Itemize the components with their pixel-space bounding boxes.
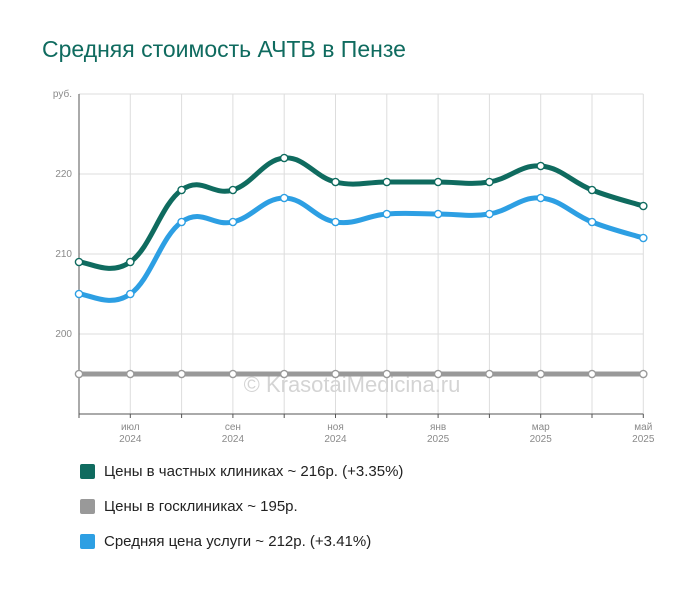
chart-legend: Цены в частных клиниках ~ 216р. (+3.35%)…	[80, 462, 403, 567]
data-point	[587, 185, 597, 195]
data-point	[74, 369, 84, 379]
data-point	[485, 177, 494, 187]
y-tick-label: 220	[55, 169, 72, 180]
data-point	[331, 177, 340, 187]
data-point	[279, 193, 289, 203]
legend-swatch	[80, 533, 95, 549]
legend-swatch	[80, 463, 95, 479]
data-point	[177, 185, 186, 195]
x-tick-label-month: май	[634, 422, 652, 433]
data-point	[228, 185, 238, 195]
legend-item[interactable]: Цены в частных клиниках ~ 216р. (+3.35%)	[80, 462, 403, 480]
x-tick-label-year: 2024	[119, 434, 142, 445]
chart-axes: 200210220руб.июл2024сен2024ноя2024янв202…	[53, 88, 655, 445]
x-tick-label-month: сен	[225, 422, 241, 433]
x-tick-label-month: ноя	[327, 422, 344, 433]
legend-label: Средняя цена услуги ~ 212р. (+3.41%)	[104, 532, 372, 550]
chart-series	[76, 155, 646, 377]
x-tick-label-month: июл	[121, 422, 140, 433]
y-axis-unit: руб.	[53, 88, 72, 100]
legend-item[interactable]: Средняя цена услуги ~ 212р. (+3.41%)	[80, 532, 403, 550]
data-point	[536, 161, 546, 171]
data-point	[485, 209, 494, 219]
data-point	[639, 233, 648, 243]
data-point	[433, 209, 443, 219]
data-point	[485, 369, 494, 379]
data-point	[331, 369, 340, 379]
chart-points	[74, 153, 648, 379]
legend-label: Цены в госклиниках ~ 195р.	[104, 497, 298, 515]
data-point	[536, 369, 546, 379]
legend-swatch	[80, 498, 95, 514]
data-point	[228, 369, 238, 379]
data-point	[331, 217, 340, 227]
data-point	[74, 289, 84, 299]
data-point	[382, 369, 392, 379]
data-point	[126, 369, 135, 379]
y-tick-label: 210	[55, 249, 72, 260]
legend-label: Цены в частных клиниках ~ 216р. (+3.35%)	[104, 462, 404, 480]
data-point	[126, 289, 135, 299]
data-point	[177, 369, 186, 379]
data-point	[279, 153, 289, 163]
y-tick-label: 200	[55, 329, 72, 340]
data-point	[279, 369, 289, 379]
data-point	[433, 369, 443, 379]
x-tick-label-year: 2025	[632, 434, 655, 445]
x-tick-label-month: мар	[532, 422, 550, 433]
data-point	[536, 193, 546, 203]
data-point	[382, 177, 392, 187]
chart-title: Средняя стоимость АЧТВ в Пензе	[42, 36, 406, 62]
x-tick-label-month: янв	[430, 422, 446, 433]
data-point	[639, 369, 648, 379]
line-chart: © KrasotaiMedicina.ru 200210220руб.июл20…	[53, 88, 655, 445]
data-point	[587, 217, 597, 227]
data-point	[126, 257, 135, 267]
x-tick-label-year: 2025	[427, 434, 450, 445]
data-point	[228, 217, 238, 227]
x-tick-label-year: 2024	[324, 434, 347, 445]
data-point	[74, 257, 84, 267]
x-tick-label-year: 2025	[530, 434, 553, 445]
data-point	[177, 217, 186, 227]
data-point	[587, 369, 597, 379]
data-point	[639, 201, 648, 211]
chart-grid	[78, 93, 644, 415]
data-point	[433, 177, 443, 187]
legend-item[interactable]: Цены в госклиниках ~ 195р.	[80, 497, 403, 515]
data-point	[382, 209, 392, 219]
x-tick-label-year: 2024	[222, 434, 245, 445]
